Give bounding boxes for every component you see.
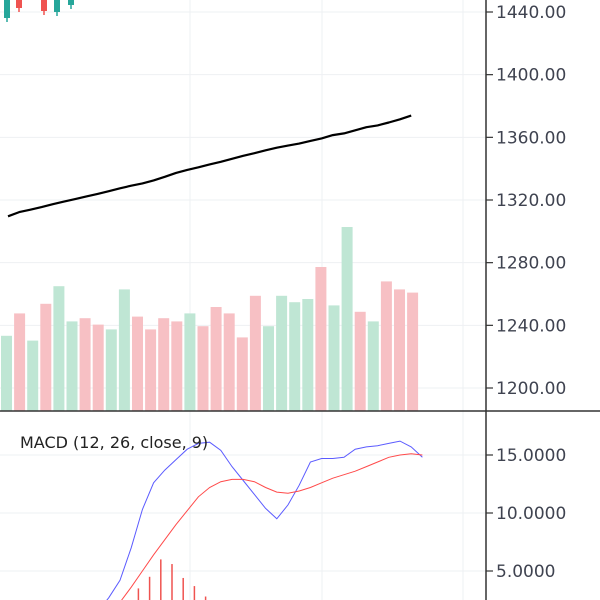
price-tick-label: 1280.00 xyxy=(496,254,566,274)
macd-tick-label: 10.0000 xyxy=(496,504,566,524)
volume-bar xyxy=(184,313,196,411)
candles xyxy=(4,0,74,22)
volume-bar xyxy=(27,340,39,411)
volume-bar xyxy=(105,329,117,411)
volume-bar xyxy=(341,227,353,411)
macd-tick-label: 5.0000 xyxy=(496,562,555,582)
volume-bar xyxy=(118,289,130,411)
volume-bar xyxy=(315,267,327,411)
volume-bar xyxy=(249,295,261,411)
volume-bars xyxy=(1,227,419,411)
volume-bar xyxy=(92,324,104,411)
macd-axis-ticks: 15.0000 10.0000 5.0000 xyxy=(486,446,566,582)
price-tick-label: 1360.00 xyxy=(496,128,566,148)
volume-bar xyxy=(236,337,248,411)
candle-body xyxy=(4,0,10,18)
grid xyxy=(0,0,486,600)
ma-line xyxy=(7,114,412,218)
volume-bar xyxy=(394,289,405,411)
volume-bar xyxy=(171,321,183,411)
candle-body xyxy=(68,0,74,5)
volume-bar xyxy=(132,316,143,411)
macd-tick-label: 15.0000 xyxy=(496,446,566,466)
volume-bar xyxy=(158,318,170,411)
macd-histogram xyxy=(137,559,207,600)
volume-bar xyxy=(53,286,65,411)
macd-lines xyxy=(106,440,423,600)
volume-bar xyxy=(328,305,340,411)
price-tick-label: 1440.00 xyxy=(496,3,566,23)
volume-bar xyxy=(210,307,222,411)
price-tick-label: 1320.00 xyxy=(496,191,566,211)
volume-bar xyxy=(40,303,52,411)
volume-bar xyxy=(14,313,26,411)
volume-bar xyxy=(1,335,12,411)
volume-bar xyxy=(354,311,366,411)
price-tick-label: 1200.00 xyxy=(496,379,566,399)
price-tick-label: 1240.00 xyxy=(496,316,566,336)
volume-bar xyxy=(289,302,301,411)
candle-body xyxy=(16,0,22,8)
price-axis-ticks: 1440.00 1400.00 1360.00 1320.00 1280.00 1240.… xyxy=(486,3,566,399)
volume-bar xyxy=(145,329,157,411)
volume-bar xyxy=(263,326,274,411)
price-tick-label: 1400.00 xyxy=(496,66,566,86)
volume-bar xyxy=(223,313,235,411)
volume-bar xyxy=(302,299,314,411)
macd-signal-line xyxy=(121,453,423,600)
volume-bar xyxy=(66,321,78,411)
volume-bar xyxy=(79,318,91,411)
candle-body xyxy=(54,0,60,12)
volume-bar xyxy=(367,321,379,411)
candle-body xyxy=(41,0,47,11)
macd-macd-line xyxy=(106,440,423,600)
volume-bar xyxy=(407,292,419,411)
moving-average xyxy=(7,114,412,218)
volume-bar xyxy=(380,281,392,411)
volume-bar xyxy=(276,295,288,411)
volume-bar xyxy=(197,326,209,411)
macd-legend: MACD (12, 26, close, 9) xyxy=(20,433,208,452)
